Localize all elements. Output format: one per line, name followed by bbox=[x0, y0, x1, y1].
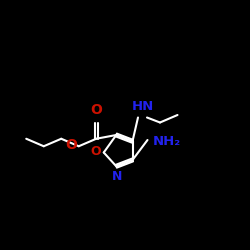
Text: O: O bbox=[66, 138, 78, 152]
Text: NH₂: NH₂ bbox=[152, 135, 180, 148]
Text: HN: HN bbox=[132, 100, 154, 113]
Text: O: O bbox=[90, 103, 102, 117]
Text: N: N bbox=[112, 170, 123, 183]
Text: O: O bbox=[90, 145, 101, 158]
